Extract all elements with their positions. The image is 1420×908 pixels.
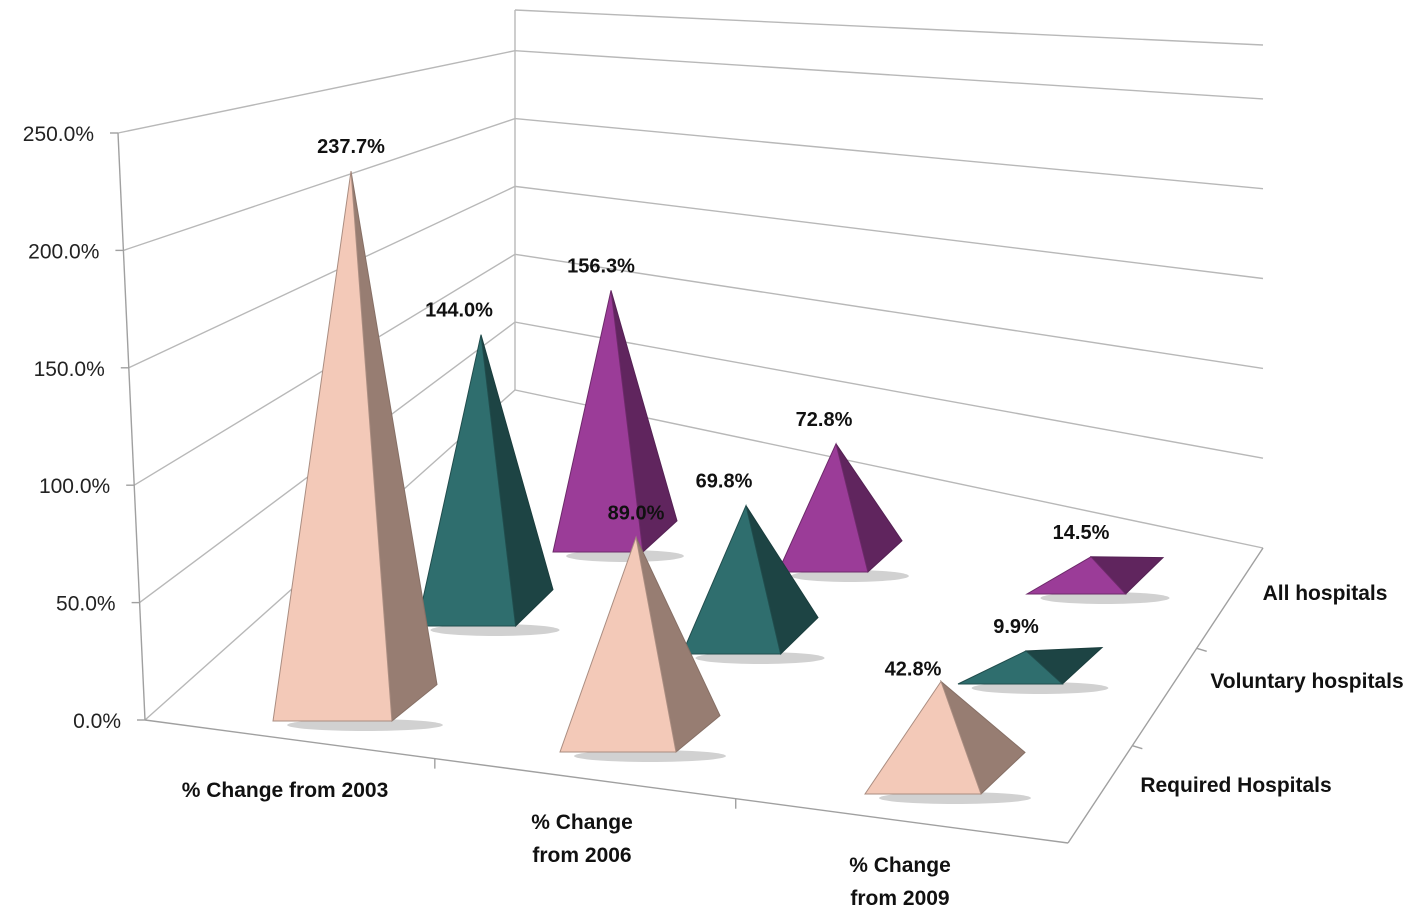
pyramid-shadow: [287, 719, 443, 731]
data-label: 144.0%: [425, 300, 493, 322]
y-tick-label: 50.0%: [56, 593, 116, 616]
pyramid-front-face: [1025, 556, 1127, 595]
x-axis-labels: % Change from 2003% Change from 2006% Cha…: [182, 779, 951, 908]
pyramid-bar: [681, 504, 825, 664]
x-axis-line: [144, 719, 1069, 844]
gridline: [133, 253, 1264, 486]
gridline: [123, 117, 1264, 252]
y-axis-labels: 0.0% 50.0% 100.0% 150.0% 200.0% 250.0%: [23, 123, 1207, 809]
pyramid-bar: [957, 647, 1109, 694]
pyramid-bar: [272, 171, 443, 731]
pyramid-bar: [552, 290, 684, 562]
pyramid-front-face: [864, 680, 982, 795]
data-label: 72.8%: [796, 409, 853, 431]
pyramid-bar: [559, 535, 726, 762]
pyramid-shadow: [971, 682, 1109, 694]
data-label: 42.8%: [885, 659, 942, 681]
pyramid-shadow: [430, 624, 560, 636]
pyramid-bar: [864, 679, 1031, 804]
data-label: 9.9%: [993, 616, 1039, 638]
series-label: Required Hospitals: [1140, 774, 1331, 797]
gridline: [514, 9, 1264, 46]
pyramid-shadow: [566, 550, 684, 562]
pyramid-shadow: [791, 570, 909, 582]
pyramid-shadow: [879, 792, 1031, 804]
data-label: 156.3%: [567, 255, 635, 277]
pyramid-front-face: [272, 171, 393, 722]
pyramid-front-face: [957, 650, 1064, 685]
pyramid-shadow: [695, 652, 825, 664]
data-label: 237.7%: [317, 136, 385, 158]
pyramid-shadow: [574, 750, 726, 762]
x-tick-label-line: from 2009: [850, 887, 949, 908]
pyramid-bar: [416, 334, 560, 636]
data-label: 69.8%: [696, 471, 753, 493]
y-tick-label: 150.0%: [34, 358, 105, 381]
x-tick-label-line: from 2006: [532, 844, 631, 867]
x-tick-label: % Change from 2006: [531, 811, 633, 867]
data-label: 89.0%: [608, 502, 665, 524]
pyramid-front-face: [559, 535, 677, 753]
pyramid-front-face: [416, 334, 517, 627]
pyramid-bar: [1025, 556, 1170, 604]
series-axis-labels: Required Hospitals Voluntary hospitals All…: [1140, 582, 1403, 797]
gridline: [117, 49, 1264, 134]
y-tick-label: 250.0%: [23, 123, 94, 146]
data-label: 14.5%: [1053, 522, 1110, 544]
x-tick-label-line: % Change: [849, 854, 951, 877]
x-tick-label: % Change from 2003: [182, 779, 389, 802]
depth-tick-mark: [1132, 744, 1143, 750]
gridline: [128, 185, 1264, 369]
y-axis-line: [117, 132, 146, 721]
pyramid-bar: [777, 442, 909, 582]
y-tick-label: 0.0%: [73, 710, 121, 733]
series-label: Voluntary hospitals: [1210, 670, 1403, 693]
pyramid-front-face: [552, 290, 644, 553]
pyramid-front-face: [777, 442, 869, 573]
pyramid-shadow: [1040, 592, 1170, 604]
x-tick-label: % Change from 2009: [849, 854, 951, 908]
grid-lines: [117, 9, 1264, 844]
y-tick-label: 100.0%: [39, 475, 110, 498]
pyramids: 156.3% 72.8% 14.5% 144.0% 69.8% 9.9% 237.7% 89.…: [272, 136, 1170, 804]
series-label: All hospitals: [1263, 582, 1388, 605]
x-tick-label-line: % Change: [531, 811, 633, 834]
depth-axis-line: [1067, 547, 1264, 844]
y-tick-label: 200.0%: [28, 240, 99, 263]
depth-tick-mark: [1196, 647, 1207, 652]
pyramid-front-face: [681, 504, 782, 655]
